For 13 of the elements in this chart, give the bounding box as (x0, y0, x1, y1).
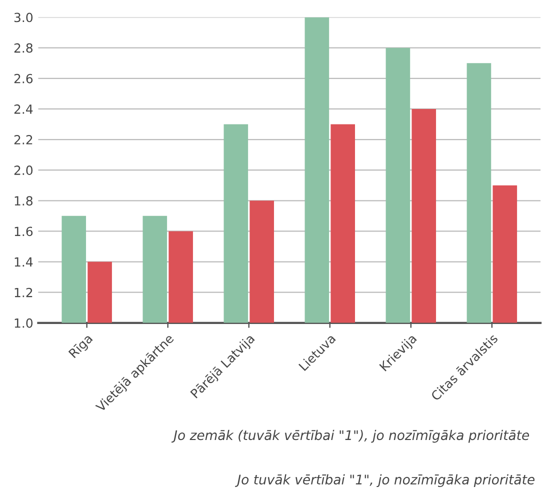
y-tick-label: 2.8 (14, 43, 33, 53)
y-tick-label: 2.0 (14, 166, 33, 176)
y-tick-label: 1.0 (14, 318, 33, 328)
y-tick-label: 2.2 (14, 134, 32, 144)
y-tick-label: 2.4 (14, 104, 33, 114)
y-tick-label: 1.4 (14, 257, 33, 267)
y-tick-label: 1.2 (14, 288, 32, 298)
y-tick-label: 1.6 (14, 226, 33, 236)
y-tick-label: 3.0 (14, 12, 33, 22)
text: Jo zemāk (tuvāk vērtībai "1"), jo nozīmīgāka prioritāte (171, 430, 530, 443)
y-tick-label: 2.6 (14, 74, 33, 84)
text: Jo tuvāk vērtībai "1", jo nozīmīgāka prioritāte (235, 474, 534, 488)
y-tick-label: 1.8 (14, 196, 33, 206)
